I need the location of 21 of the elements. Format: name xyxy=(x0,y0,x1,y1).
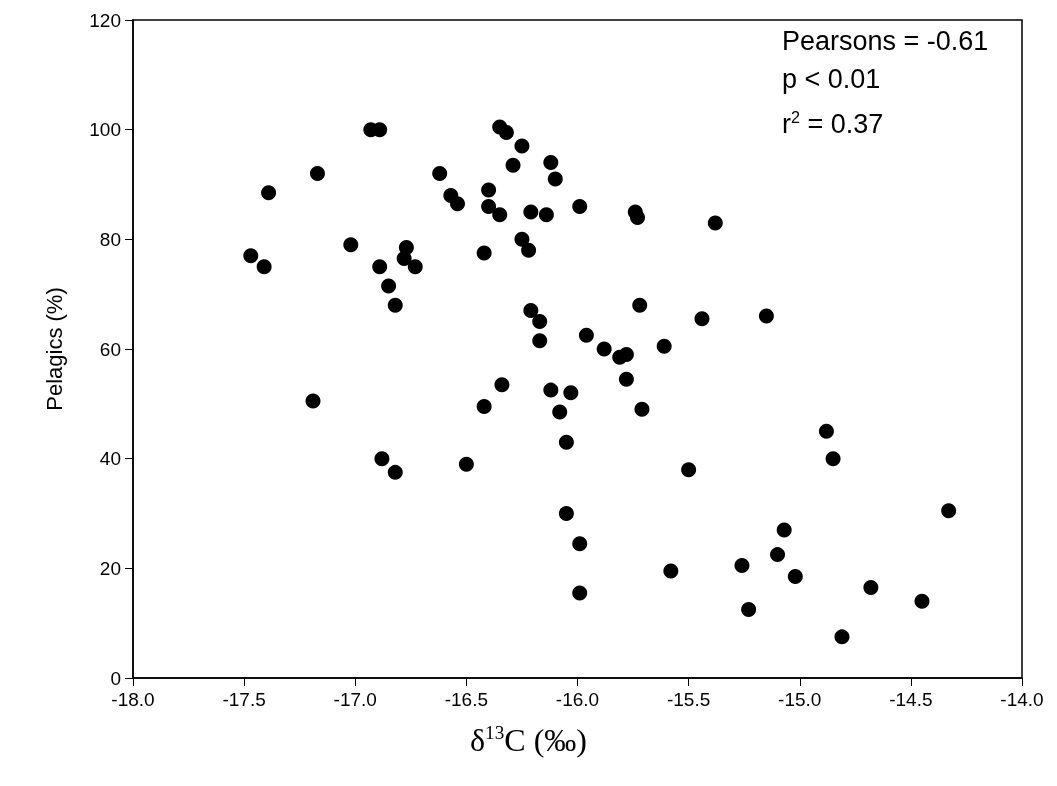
annotation: p < 0.01 xyxy=(782,63,882,96)
x-tick-label: -17.0 xyxy=(333,689,377,710)
x-tick-label: -14.5 xyxy=(889,689,933,710)
x-tick-label: -15.0 xyxy=(778,689,822,710)
y-tick-label: 60 xyxy=(99,338,121,360)
y-tick-label: 0 xyxy=(110,667,121,689)
x-tick-label: -16.0 xyxy=(555,689,600,710)
y-tick-label: 40 xyxy=(99,448,121,470)
annotation: r$^{2}$ = 0.37 xyxy=(782,107,885,141)
x-tick-label: -15.5 xyxy=(666,689,711,710)
annotation: Pearsons = -0.61 xyxy=(782,25,989,58)
y-axis-title: Pelagics (%) xyxy=(41,287,67,411)
x-tick-label: -18.0 xyxy=(111,689,155,710)
y-tick-label: 100 xyxy=(89,119,121,141)
x-tick-label: -16.5 xyxy=(444,689,489,710)
y-tick-label: 80 xyxy=(99,228,121,250)
x-axis-title: δ$^{13}$C (‰) xyxy=(469,722,588,759)
y-tick-label: 120 xyxy=(89,9,121,31)
x-tick-label: -14.0 xyxy=(1000,689,1044,710)
x-tick-label: -17.5 xyxy=(222,689,266,710)
y-tick-label: 20 xyxy=(99,557,121,579)
